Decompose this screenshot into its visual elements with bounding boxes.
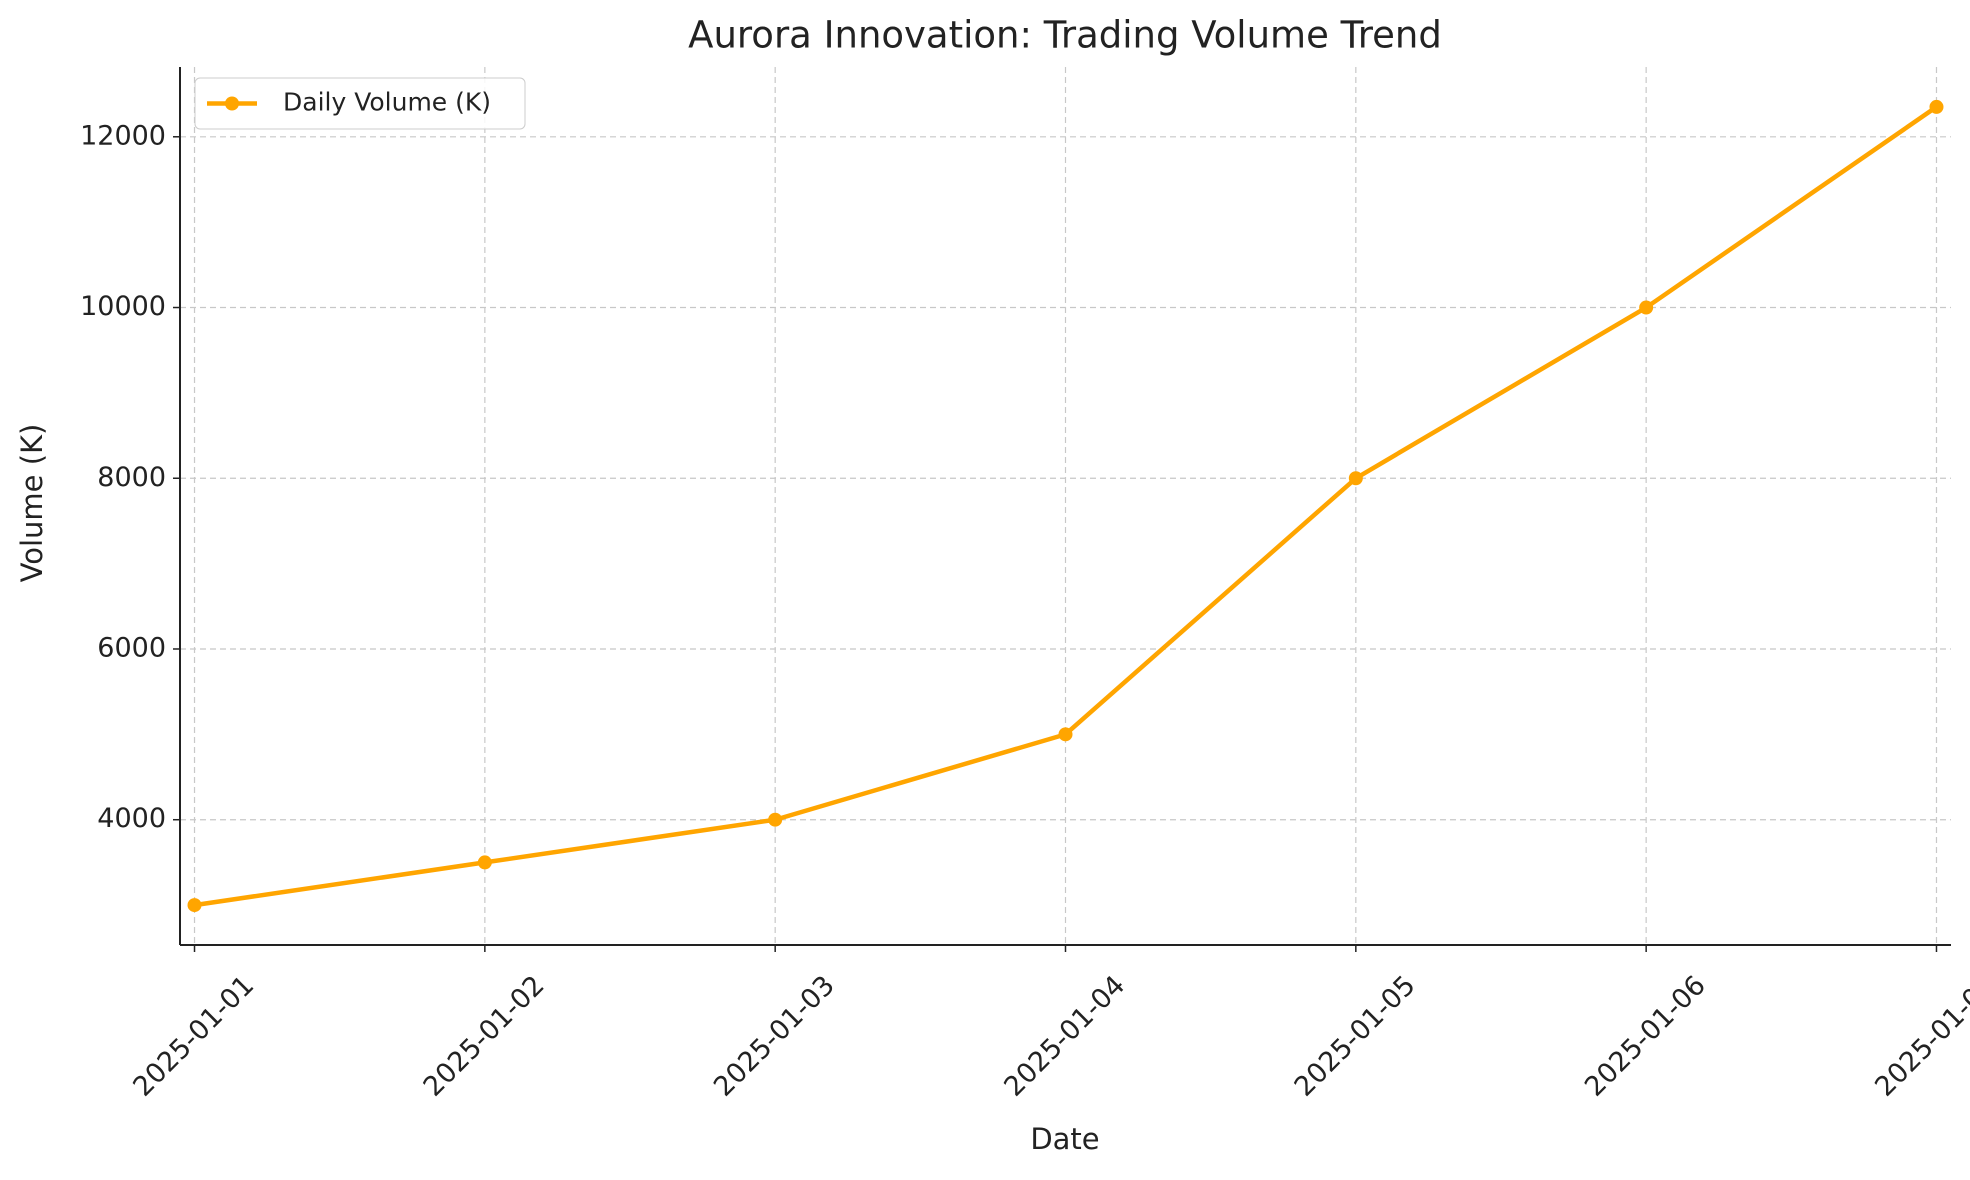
x-tick-label: 2025-01-07 <box>1869 970 1970 1103</box>
x-tick-label: 2025-01-05 <box>1289 970 1422 1103</box>
y-tick-label: 10000 <box>80 291 166 322</box>
point <box>1058 727 1073 742</box>
point <box>477 855 492 870</box>
x-tick-label: 2025-01-06 <box>1579 970 1712 1103</box>
legend: Daily Volume (K) <box>194 77 526 130</box>
x-tick-label: 2025-01-04 <box>998 970 1131 1103</box>
point <box>1929 99 1944 114</box>
point <box>768 812 783 827</box>
point <box>1348 471 1363 486</box>
x-axis-label: Date <box>1030 1122 1099 1156</box>
legend-marker <box>225 96 239 111</box>
legend-box <box>194 77 526 130</box>
point <box>187 898 202 913</box>
x-tick-label: 2025-01-02 <box>418 970 551 1103</box>
legend-label: Daily Volume (K) <box>283 88 491 117</box>
y-tick-label: 8000 <box>97 462 166 493</box>
y-tick-label: 6000 <box>97 632 166 663</box>
line <box>194 105 1938 908</box>
x-tick-label: 2025-01-01 <box>127 970 260 1103</box>
chart-title: Aurora Innovation: Trading Volume Trend <box>688 14 1442 57</box>
point <box>1639 300 1654 315</box>
y-axis-label: Volume (K) <box>15 424 49 583</box>
y-tick-label: 12000 <box>80 120 166 151</box>
y-tick-label: 4000 <box>97 803 166 834</box>
x-tick-label: 2025-01-03 <box>708 970 841 1103</box>
